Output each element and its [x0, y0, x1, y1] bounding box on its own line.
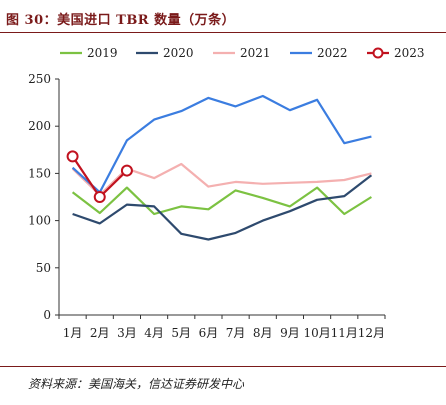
- x-tick-label: 1月: [63, 326, 83, 340]
- series-layer: [66, 94, 373, 241]
- data-point-2023: [120, 164, 133, 177]
- legend: 2019 2020 2021 2022 2023: [60, 46, 425, 60]
- x-tick-label: 12月: [358, 326, 385, 340]
- legend-marker-2023: [372, 47, 384, 59]
- x-tick-label: 8月: [253, 326, 273, 340]
- chart-title: 图 30：美国进口 TBR 数量（万条）: [6, 13, 236, 28]
- x-tick-label: 4月: [144, 326, 164, 340]
- x-tick-label: 3月: [117, 326, 137, 340]
- x-tick-label: 11月: [331, 326, 358, 340]
- x-tick-label: 10月: [303, 326, 330, 340]
- data-point-2023: [66, 150, 79, 163]
- source-bar: 资料来源：美国海关，信达证券研发中心: [0, 366, 446, 405]
- legend-label-2020: 2020: [163, 46, 194, 60]
- title-bar: 图 30：美国进口 TBR 数量（万条）: [0, 0, 446, 33]
- legend-label-2021: 2021: [240, 46, 271, 60]
- source-note: 资料来源：美国海关，信达证券研发中心: [28, 377, 245, 391]
- series-line-2020: [72, 174, 373, 241]
- series-line-2019: [71, 186, 372, 216]
- axes: 0 50 100 150 200 250 1月 2月 3月 4月 5月 6月 7月 8月 9月 10月 11月 1…: [28, 72, 386, 340]
- y-tick-label: 0: [43, 308, 51, 322]
- series-line-2022: [71, 94, 372, 194]
- y-tick-label: 100: [28, 214, 51, 228]
- y-tick-label: 250: [28, 72, 51, 86]
- data-point-2023: [93, 191, 106, 203]
- legend-label-2022: 2022: [317, 46, 348, 60]
- line-chart: 2019 2020 2021 2022 2023 0 50 100 150 200 250 1月 2月…: [28, 46, 425, 340]
- x-tick-label: 9月: [280, 326, 300, 340]
- y-tick-label: 200: [28, 119, 51, 133]
- x-tick-label: 7月: [226, 326, 246, 340]
- x-tick-label: 2月: [90, 326, 110, 340]
- legend-label-2019: 2019: [87, 46, 118, 60]
- y-tick-label: 50: [36, 261, 51, 275]
- legend-label-2023: 2023: [394, 46, 425, 60]
- y-tick-label: 150: [28, 166, 51, 180]
- x-tick-label: 5月: [171, 326, 191, 340]
- x-tick-label: 6月: [199, 326, 219, 340]
